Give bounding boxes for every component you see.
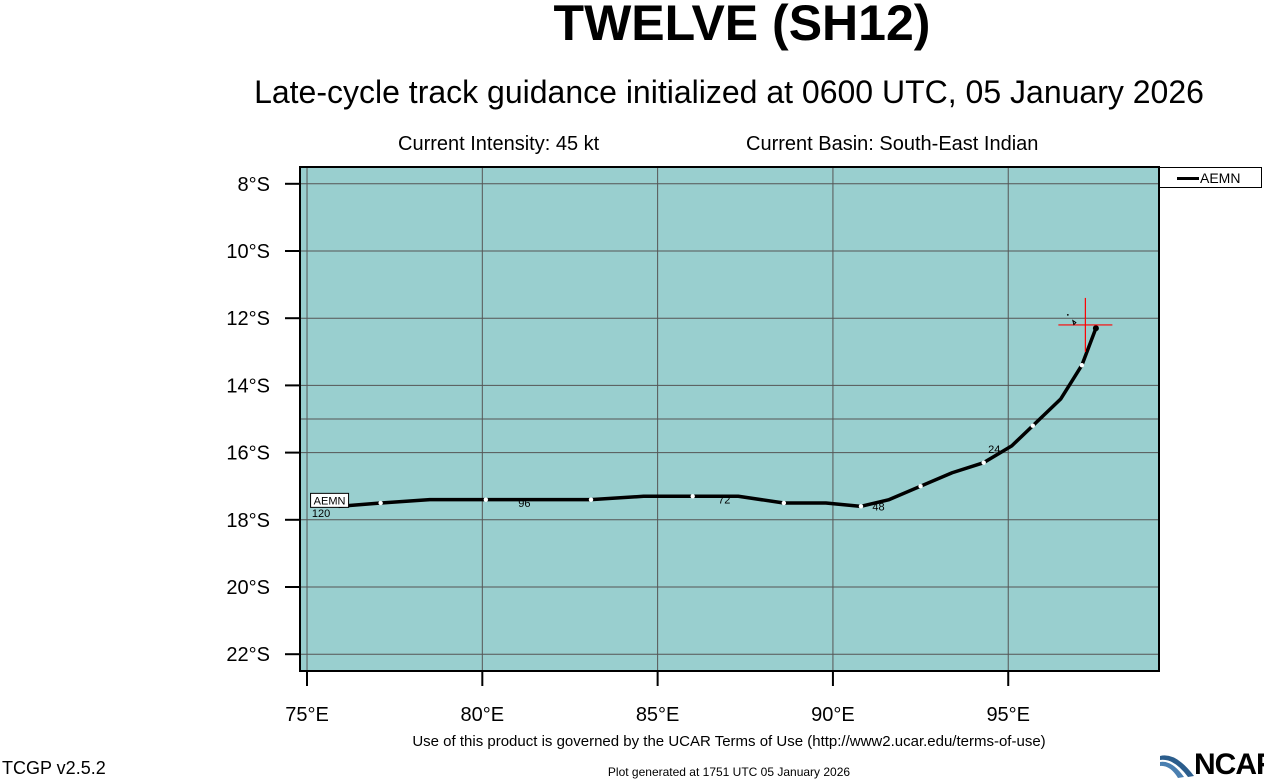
x-tick-label: 80°E [461, 704, 505, 726]
axes: 75°E 80°E 85°E 90°E 95°E 8°S 10°S 12°S 14°S 16°S 1… [226, 166, 1160, 726]
track-end-label-box [310, 492, 350, 508]
y-tick-label: 10°S [226, 241, 270, 263]
island [1066, 313, 1069, 316]
legend: AEMN [1159, 167, 1262, 188]
y-tick-label: 16°S [226, 443, 270, 465]
forecast-hour-label: 72 [718, 495, 730, 507]
terms-of-use: Use of this product is governed by the U… [412, 733, 1046, 750]
current-basin: Current Basin: South-East Indian [746, 133, 1039, 155]
chart-title: TWELVE (SH12) [553, 0, 931, 51]
x-tick-label: 95°E [986, 704, 1030, 726]
y-tick-label: 14°S [226, 375, 270, 397]
x-tick-label: 85°E [636, 704, 680, 726]
track-point [1079, 363, 1085, 368]
track-point [588, 497, 594, 502]
ncar-logo: NCAR [1158, 748, 1264, 781]
track-point [981, 460, 986, 465]
y-tick-label: 8°S [238, 174, 270, 196]
y-tick-label: 12°S [226, 308, 270, 330]
track-point [918, 484, 923, 489]
forecast-hour-label: 120 [312, 508, 330, 520]
track-point [858, 504, 864, 509]
y-tick-label: 20°S [226, 577, 270, 599]
y-tick-label: 18°S [226, 510, 270, 532]
track-end-label: AEMN [314, 495, 346, 507]
ncar-logo-text: NCAR [1194, 748, 1264, 781]
chart-subtitle: Late-cycle track guidance initialized at… [254, 74, 1204, 110]
track-point [781, 500, 787, 506]
forecast-hour-label: 48 [872, 501, 884, 513]
track-point [1030, 423, 1035, 428]
generated-timestamp: Plot generated at 1751 UTC 05 January 20… [607, 765, 851, 779]
current-intensity: Current Intensity: 45 kt [398, 133, 600, 155]
track-point [690, 494, 695, 499]
forecast-hour-label: 96 [518, 498, 530, 510]
version-label: TCGP v2.5.2 [2, 758, 106, 778]
ncar-logo-icon [1160, 755, 1194, 778]
track-point [378, 500, 383, 506]
legend-line-swatch [1177, 177, 1199, 180]
x-tick-label: 90°E [811, 704, 855, 726]
track-point [483, 497, 489, 502]
forecast-hour-label: 24 [988, 444, 1000, 456]
legend-label: AEMN [1200, 170, 1241, 186]
plot-frame [299, 166, 1160, 672]
y-tick-label: 22°S [226, 644, 270, 666]
x-tick-label: 75°E [285, 704, 329, 726]
plot-area [300, 167, 1159, 671]
island [1072, 319, 1077, 326]
track-start-point [1092, 325, 1099, 332]
track-line-aemn [338, 327, 1098, 509]
